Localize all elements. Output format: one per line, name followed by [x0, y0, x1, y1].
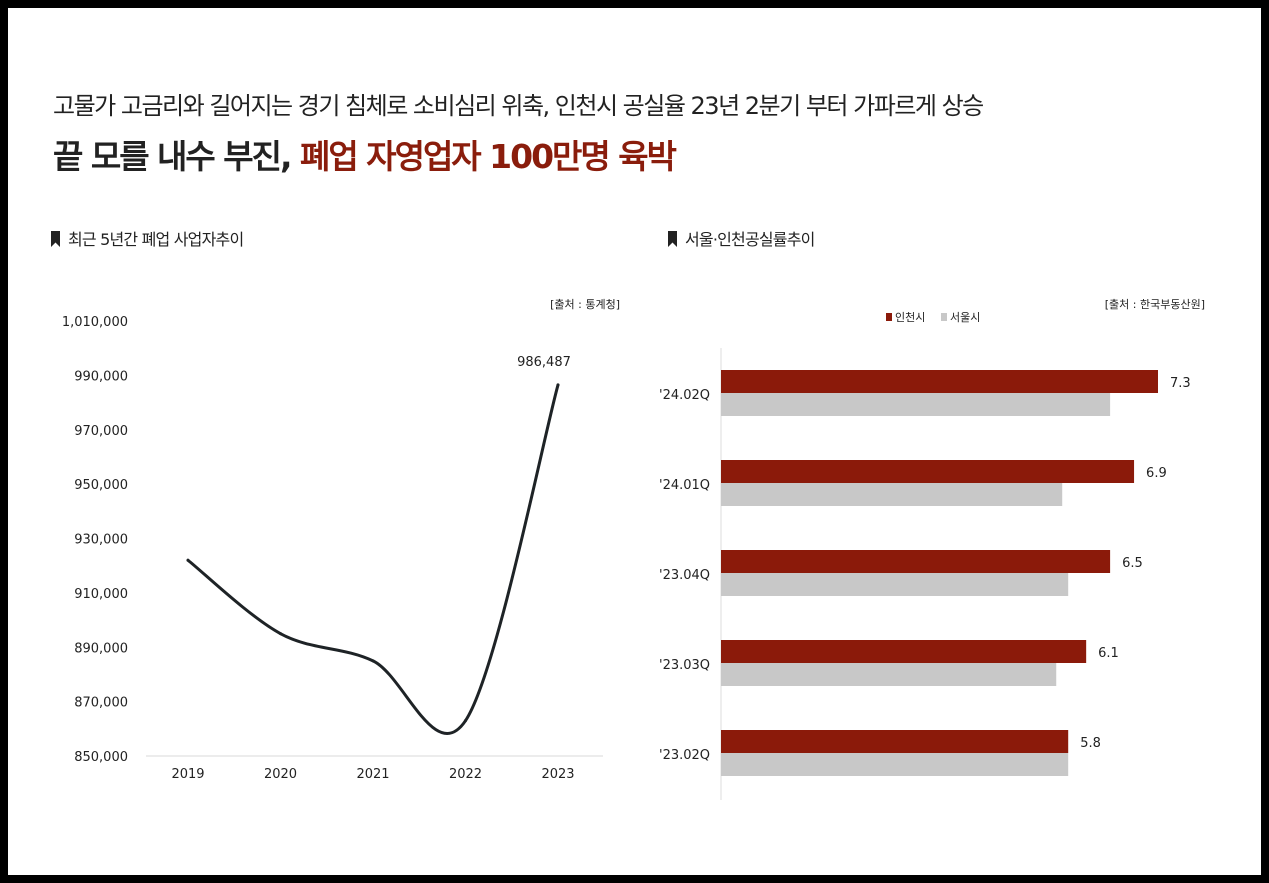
data-point: [279, 632, 282, 636]
subtitle: 고물가 고금리와 길어지는 경기 침체로 소비심리 위축, 인천시 공실율 23…: [53, 92, 984, 120]
bar-incheon: [721, 370, 1158, 393]
line-chart-source: [출처 : 통계청]: [550, 298, 620, 311]
legend-swatch: [886, 313, 892, 321]
x-tick-label: 2021: [356, 767, 389, 782]
bookmark-icon: [51, 231, 60, 247]
y-tick-label: 870,000: [74, 696, 128, 711]
y-tick-label: 850,000: [74, 750, 128, 765]
y-tick-label: 950,000: [74, 478, 128, 493]
y-tick-label: 1,010,000: [62, 315, 128, 330]
bar-seoul: [721, 393, 1111, 416]
headline-part1: 끝 모를 내수 부진,: [53, 137, 301, 176]
legend-swatch: [941, 313, 947, 321]
category-label: '23.04Q: [659, 568, 710, 583]
data-point: [464, 719, 467, 723]
bar-chart-title: 서울·인천공실률추이: [668, 226, 815, 250]
data-label: 6.5: [1122, 556, 1143, 571]
bar-seoul: [721, 573, 1069, 596]
bar-seoul: [721, 753, 1069, 776]
legend-label: 서울시: [950, 311, 980, 324]
infographic-frame: 고물가 고금리와 길어지는 경기 침체로 소비심리 위축, 인천시 공실율 23…: [8, 8, 1261, 875]
bookmark-icon: [668, 231, 677, 247]
y-tick-label: 910,000: [74, 587, 128, 602]
legend-label: 인천시: [895, 310, 925, 324]
data-point: [556, 383, 560, 387]
y-tick-label: 890,000: [74, 641, 128, 656]
category-label: '23.03Q: [659, 658, 710, 673]
x-tick-label: 2023: [541, 767, 574, 782]
bar-seoul: [721, 663, 1057, 686]
headline-part2-accent: 폐업 자영업자 100만명 육박: [300, 137, 677, 176]
series-line: [186, 383, 560, 735]
y-tick-label: 990,000: [74, 369, 128, 384]
x-tick-label: 2022: [449, 767, 482, 782]
bar-incheon: [721, 550, 1111, 573]
line-chart-title-text: 최근 5년간 폐업 사업자추이: [68, 230, 244, 249]
category-label: '24.02Q: [659, 388, 710, 403]
x-tick-label: 2019: [171, 767, 204, 782]
y-tick-label: 930,000: [74, 533, 128, 548]
data-point: [371, 659, 375, 663]
line-chart: [출처 : 통계청] 850,000 870,000 890,000 910,000 93…: [62, 298, 620, 782]
bar-chart: [출처 : 한국부동산원] 인천시 서울시 7.3 '24.02Q 6.9 '24.01Q 6…: [659, 298, 1205, 800]
bar-incheon: [721, 460, 1135, 483]
y-tick-label: 970,000: [74, 424, 128, 439]
data-label: 5.8: [1080, 736, 1101, 751]
x-tick-label: 2020: [264, 767, 297, 782]
bar-chart-source: [출처 : 한국부동산원]: [1105, 298, 1205, 311]
data-label: 7.3: [1170, 376, 1191, 391]
headline: 끝 모를 내수 부진, 폐업 자영업자 100만명 육박: [53, 130, 677, 178]
category-label: '23.02Q: [659, 748, 710, 763]
category-label: '24.01Q: [659, 478, 710, 493]
bar-incheon: [721, 640, 1087, 663]
data-label: 6.1: [1098, 646, 1119, 661]
bar-chart-title-text: 서울·인천공실률추이: [685, 230, 815, 249]
data-point: [186, 558, 190, 562]
bar-incheon: [721, 730, 1069, 753]
data-label: 986,487: [517, 355, 571, 370]
bar-seoul: [721, 483, 1063, 506]
line-chart-title: 최근 5년간 폐업 사업자추이: [51, 226, 244, 250]
data-label: 6.9: [1146, 466, 1167, 481]
